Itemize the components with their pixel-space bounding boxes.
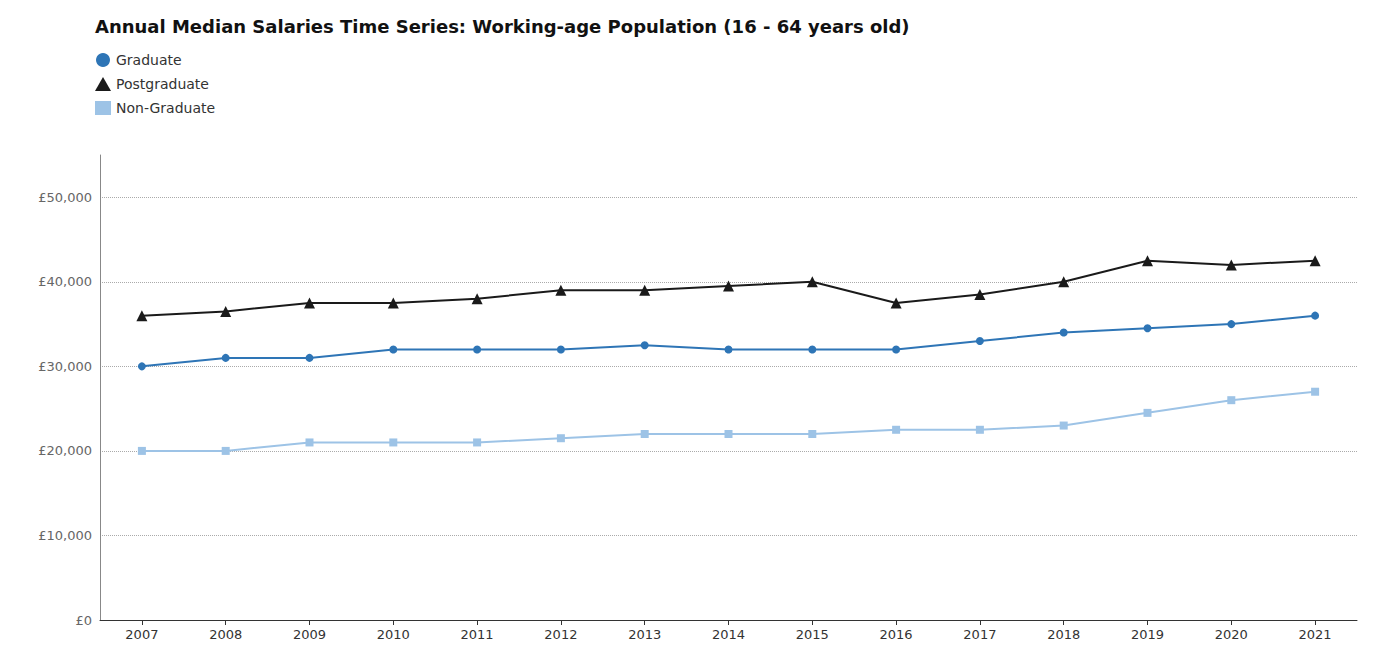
svg-text:Annual Median Salaries Time Se: Annual Median Salaries Time Series: Work…	[95, 16, 910, 37]
svg-text:2017: 2017	[963, 627, 996, 642]
svg-text:2014: 2014	[712, 627, 745, 642]
svg-text:£40,000: £40,000	[38, 274, 92, 289]
svg-text:£20,000: £20,000	[38, 443, 92, 458]
svg-text:Non-Graduate: Non-Graduate	[116, 100, 215, 116]
svg-text:£30,000: £30,000	[38, 359, 92, 374]
svg-text:2018: 2018	[1047, 627, 1080, 642]
svg-text:Postgraduate: Postgraduate	[116, 76, 209, 92]
svg-text:£0: £0	[75, 613, 92, 628]
svg-text:£10,000: £10,000	[38, 528, 92, 543]
svg-text:2016: 2016	[880, 627, 913, 642]
svg-text:2013: 2013	[628, 627, 661, 642]
svg-text:2021: 2021	[1299, 627, 1332, 642]
svg-text:2012: 2012	[544, 627, 577, 642]
svg-text:2010: 2010	[377, 627, 410, 642]
svg-text:Graduate: Graduate	[116, 52, 182, 68]
svg-text:2008: 2008	[209, 627, 242, 642]
svg-text:2009: 2009	[293, 627, 326, 642]
svg-text:£50,000: £50,000	[38, 190, 92, 205]
svg-text:2011: 2011	[461, 627, 494, 642]
svg-text:2007: 2007	[125, 627, 158, 642]
svg-text:2019: 2019	[1131, 627, 1164, 642]
svg-text:2020: 2020	[1215, 627, 1248, 642]
svg-text:2015: 2015	[796, 627, 829, 642]
